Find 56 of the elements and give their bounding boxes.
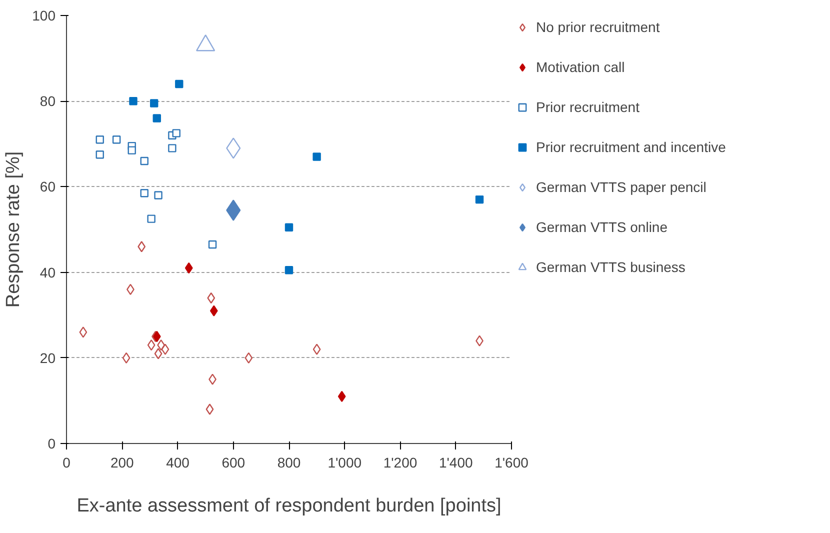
- y-tick-label: 60: [40, 178, 56, 195]
- x-tick-label: 1'400: [438, 454, 473, 470]
- point: [475, 195, 484, 204]
- point: [140, 156, 148, 166]
- legend-label: No prior recruitment: [536, 19, 660, 35]
- point: [207, 292, 216, 304]
- point: [184, 262, 193, 274]
- point: [206, 404, 214, 415]
- point: [138, 241, 146, 252]
- y-axis-title: Response rate [%]: [3, 151, 24, 308]
- point: [284, 266, 294, 274]
- x-tick-label: 200: [110, 454, 134, 470]
- point: [172, 129, 180, 138]
- point: [244, 352, 253, 364]
- point: [154, 191, 162, 200]
- legend-label: Prior recruitment and incentive: [536, 139, 726, 155]
- x-tick-label: 800: [277, 454, 301, 470]
- point: [128, 146, 136, 154]
- point: [79, 326, 88, 338]
- y-tick-label: 80: [40, 93, 56, 110]
- point: [152, 114, 161, 122]
- x-tick-label: 1'200: [383, 454, 418, 470]
- point: [96, 150, 104, 159]
- x-tick-label: 1'600: [494, 454, 529, 470]
- legend-label: German VTTS paper pencil: [536, 179, 706, 195]
- legend-label: Prior recruitment: [536, 99, 640, 115]
- point: [96, 136, 104, 144]
- y-tick-label: 20: [40, 350, 56, 366]
- point: [147, 214, 156, 223]
- point: [208, 240, 217, 249]
- point: [161, 344, 170, 355]
- x-tick-label: 600: [222, 454, 246, 470]
- point: [210, 305, 218, 316]
- point: [175, 80, 184, 88]
- y-tick-label: 40: [40, 264, 56, 280]
- point: [112, 136, 121, 144]
- y-tick-label: 100: [32, 8, 56, 24]
- x-tick-label: 1'000: [328, 454, 362, 470]
- point: [140, 189, 148, 198]
- x-tick-label: 400: [166, 454, 190, 470]
- point: [284, 223, 294, 232]
- point: [129, 97, 138, 106]
- point: [168, 144, 176, 152]
- point: [122, 352, 130, 364]
- point: [338, 390, 346, 402]
- point: [147, 339, 156, 351]
- legend-label: German VTTS online: [536, 219, 668, 235]
- x-axis-title: Ex-ante assessment of respondent burden [points]: [76, 496, 502, 516]
- y-tick-label: 0: [48, 436, 56, 452]
- point: [312, 152, 321, 161]
- point: [154, 348, 162, 360]
- legend-label: Motivation call: [536, 59, 625, 75]
- point: [312, 344, 321, 355]
- point: [150, 99, 158, 108]
- legend-label: German VTTS business: [536, 259, 686, 275]
- x-tick-label: 0: [62, 454, 71, 470]
